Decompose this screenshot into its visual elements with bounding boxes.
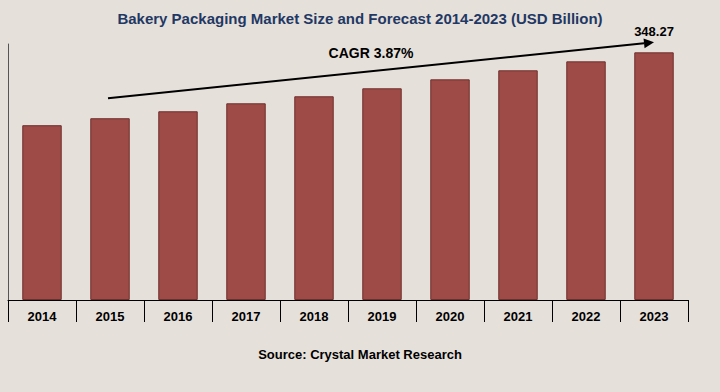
svg-text:348.27: 348.27	[634, 24, 674, 39]
svg-text:2021: 2021	[504, 309, 533, 324]
svg-text:2015: 2015	[96, 309, 125, 324]
svg-text:2016: 2016	[164, 309, 193, 324]
svg-text:Bakery Packaging Market Size a: Bakery Packaging Market Size and Forecas…	[117, 10, 602, 27]
svg-text:2018: 2018	[300, 309, 329, 324]
svg-text:CAGR 3.87%: CAGR 3.87%	[329, 45, 414, 61]
svg-text:2014: 2014	[28, 309, 58, 324]
svg-text:2023: 2023	[640, 309, 669, 324]
svg-text:2022: 2022	[572, 309, 601, 324]
svg-text:2019: 2019	[368, 309, 397, 324]
svg-text:2017: 2017	[232, 309, 261, 324]
svg-text:2020: 2020	[436, 309, 465, 324]
svg-text:Source: Crystal Market Researc: Source: Crystal Market Research	[258, 347, 462, 362]
